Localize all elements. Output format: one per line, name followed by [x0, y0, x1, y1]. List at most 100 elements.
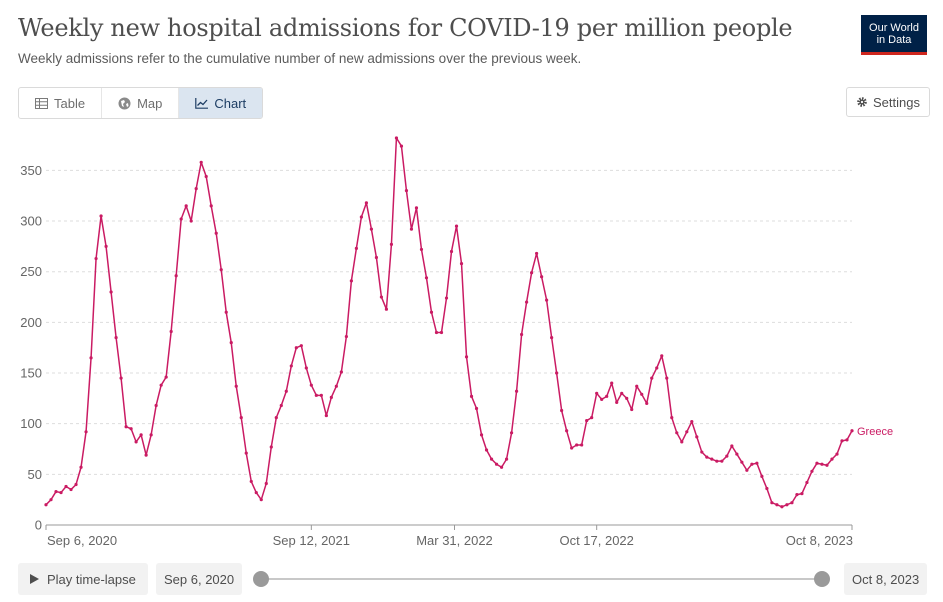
data-point [219, 268, 223, 272]
data-point [89, 356, 93, 360]
data-point [294, 346, 298, 350]
data-point [610, 381, 614, 385]
y-tick-label: 0 [35, 518, 42, 533]
data-point [284, 389, 288, 393]
owid-logo[interactable]: Our World in Data [861, 15, 927, 55]
x-tick-label: Sep 12, 2021 [273, 533, 350, 548]
timeline-track[interactable] [261, 578, 822, 580]
settings-button[interactable]: Settings [846, 87, 930, 117]
data-point [349, 279, 353, 283]
data-point [690, 420, 694, 424]
data-point [394, 136, 399, 140]
data-point [114, 335, 118, 340]
y-tick-label: 300 [20, 214, 42, 229]
data-point [189, 219, 193, 223]
data-point [204, 174, 208, 179]
data-point [194, 187, 198, 191]
gear-icon [856, 96, 868, 108]
data-point [790, 501, 794, 505]
data-point [560, 408, 564, 413]
data-point [149, 433, 153, 437]
y-tick-label: 50 [28, 467, 42, 482]
data-point [705, 455, 709, 459]
data-point [164, 375, 168, 379]
data-point [259, 498, 263, 502]
tab-table[interactable]: Table [19, 88, 103, 118]
timeline-start-handle[interactable] [253, 571, 269, 587]
data-point [274, 416, 278, 420]
data-point [49, 498, 53, 502]
data-point [409, 227, 414, 231]
end-date-box[interactable]: Oct 8, 2023 [844, 563, 928, 595]
data-point [785, 503, 789, 507]
data-point [324, 413, 328, 418]
data-point [630, 407, 634, 412]
data-point [484, 448, 489, 452]
data-point [760, 474, 764, 478]
data-point [134, 440, 138, 444]
data-point [244, 451, 248, 455]
play-timelapse-label: Play time-lapse [47, 571, 136, 587]
data-point [414, 206, 419, 210]
data-point [314, 393, 318, 397]
data-point [74, 482, 78, 487]
data-point [299, 344, 303, 348]
data-point [710, 457, 714, 461]
data-point [154, 403, 158, 408]
data-point [830, 457, 834, 461]
data-point [660, 354, 664, 358]
data-point [94, 256, 98, 261]
data-point [590, 416, 594, 420]
tab-map[interactable]: Map [102, 88, 180, 118]
data-point [119, 376, 123, 380]
data-point [379, 295, 384, 299]
data-point [469, 394, 474, 398]
play-icon [30, 574, 39, 584]
y-tick-label: 350 [20, 163, 42, 178]
data-point [229, 341, 233, 345]
data-point [810, 469, 814, 473]
data-point [555, 371, 559, 375]
view-tabs: Table Map Chart [18, 87, 264, 119]
data-point [825, 463, 829, 467]
data-point [524, 300, 529, 304]
data-point [479, 433, 484, 437]
data-point [550, 335, 554, 340]
data-point [750, 462, 754, 466]
data-point [184, 204, 188, 208]
data-point [174, 274, 178, 278]
data-point [59, 490, 63, 495]
data-point [304, 366, 308, 370]
data-point [775, 503, 779, 507]
data-point [354, 246, 358, 251]
data-point [620, 391, 624, 395]
series-points [44, 136, 854, 509]
data-point [635, 384, 639, 388]
data-point [615, 400, 619, 405]
data-point [124, 425, 128, 429]
data-point [64, 484, 68, 489]
play-timelapse-button[interactable]: Play time-lapse [18, 563, 148, 595]
x-axis: Sep 6, 2020 Sep 12, 2021 Mar 31, 2022 Oct 1… [45, 524, 853, 548]
data-point [740, 460, 744, 464]
data-point [665, 376, 669, 380]
data-point [309, 383, 313, 387]
data-point [474, 406, 479, 411]
data-point [334, 384, 338, 388]
tab-chart[interactable]: Chart [179, 88, 263, 118]
data-point [199, 160, 203, 164]
y-tick-label: 250 [20, 264, 42, 279]
data-point [685, 430, 689, 434]
data-point [289, 364, 293, 368]
data-point [264, 481, 268, 486]
data-point [359, 215, 363, 219]
data-point [545, 298, 549, 302]
timeline-end-handle[interactable] [814, 571, 830, 587]
y-tick-label: 200 [20, 315, 42, 330]
start-date-box[interactable]: Sep 6, 2020 [156, 563, 243, 595]
y-tick-label: 100 [20, 416, 42, 431]
data-point [209, 204, 213, 208]
data-point [129, 427, 133, 431]
data-point [399, 144, 404, 148]
data-point [700, 450, 704, 454]
